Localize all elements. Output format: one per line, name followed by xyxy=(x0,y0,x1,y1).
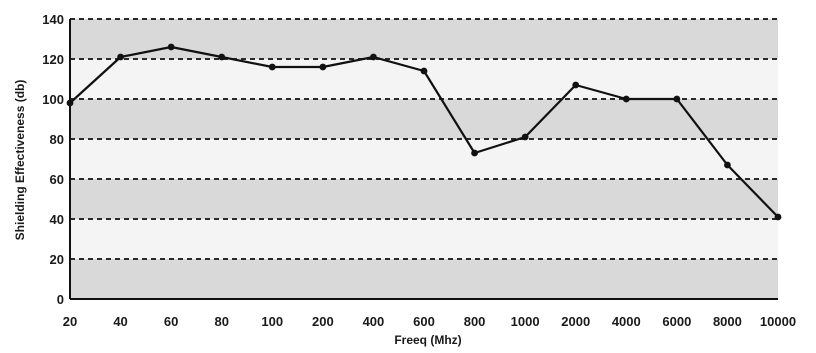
x-tick-label: 20 xyxy=(63,314,77,329)
x-tick-label: 40 xyxy=(113,314,127,329)
x-tick-label: 100 xyxy=(261,314,283,329)
x-tick-label: 6000 xyxy=(662,314,691,329)
background-band xyxy=(70,219,778,259)
background-band xyxy=(70,19,778,59)
y-tick-label: 0 xyxy=(57,292,64,307)
data-point xyxy=(66,99,74,107)
x-tick-label: 1000 xyxy=(511,314,540,329)
background-band xyxy=(70,139,778,179)
y-tick-label: 20 xyxy=(50,252,64,267)
background-bands xyxy=(70,19,778,299)
y-tick-labels: 0 20 40 60 80 100 120 140 xyxy=(42,12,64,307)
data-point xyxy=(471,149,478,157)
y-tick-label: 80 xyxy=(50,132,64,147)
background-band xyxy=(70,179,778,219)
x-tick-label: 2000 xyxy=(561,314,590,329)
data-point xyxy=(572,81,580,89)
y-tick-label: 100 xyxy=(42,92,64,107)
x-tick-label: 200 xyxy=(312,314,334,329)
y-axis-title: Shielding Effectiveness (db) xyxy=(13,80,27,241)
gridlines xyxy=(70,18,778,260)
x-axis-title: Freeq (Mhz) xyxy=(394,333,461,347)
background-band xyxy=(70,259,778,299)
data-point xyxy=(774,213,782,221)
data-point xyxy=(370,53,377,61)
data-point xyxy=(622,95,630,103)
data-point xyxy=(319,63,327,71)
y-tick-label: 140 xyxy=(42,12,64,27)
data-point xyxy=(218,53,226,61)
data-point xyxy=(268,63,276,71)
data-point xyxy=(724,161,731,169)
x-tick-label: 8000 xyxy=(713,314,742,329)
x-tick-label: 600 xyxy=(413,314,435,329)
y-tick-label: 40 xyxy=(50,212,64,227)
x-tick-label: 60 xyxy=(164,314,178,329)
data-point xyxy=(673,95,681,103)
series-markers xyxy=(66,43,782,221)
y-tick-label: 120 xyxy=(42,52,64,67)
x-tick-label: 400 xyxy=(363,314,385,329)
background-band xyxy=(70,59,778,99)
x-tick-labels: 20 40 60 80 100 200 400 600 800 1000 2000 4000 6000 8… xyxy=(63,314,796,329)
y-tick-label: 60 xyxy=(50,172,64,187)
data-point xyxy=(420,67,428,75)
x-tick-label: 10000 xyxy=(760,314,796,329)
data-point xyxy=(521,133,529,141)
data-point xyxy=(117,53,124,61)
background-band xyxy=(70,99,778,139)
x-tick-label: 80 xyxy=(214,314,228,329)
x-tick-label: 4000 xyxy=(612,314,641,329)
x-tick-label: 800 xyxy=(464,314,486,329)
data-point xyxy=(167,43,175,51)
